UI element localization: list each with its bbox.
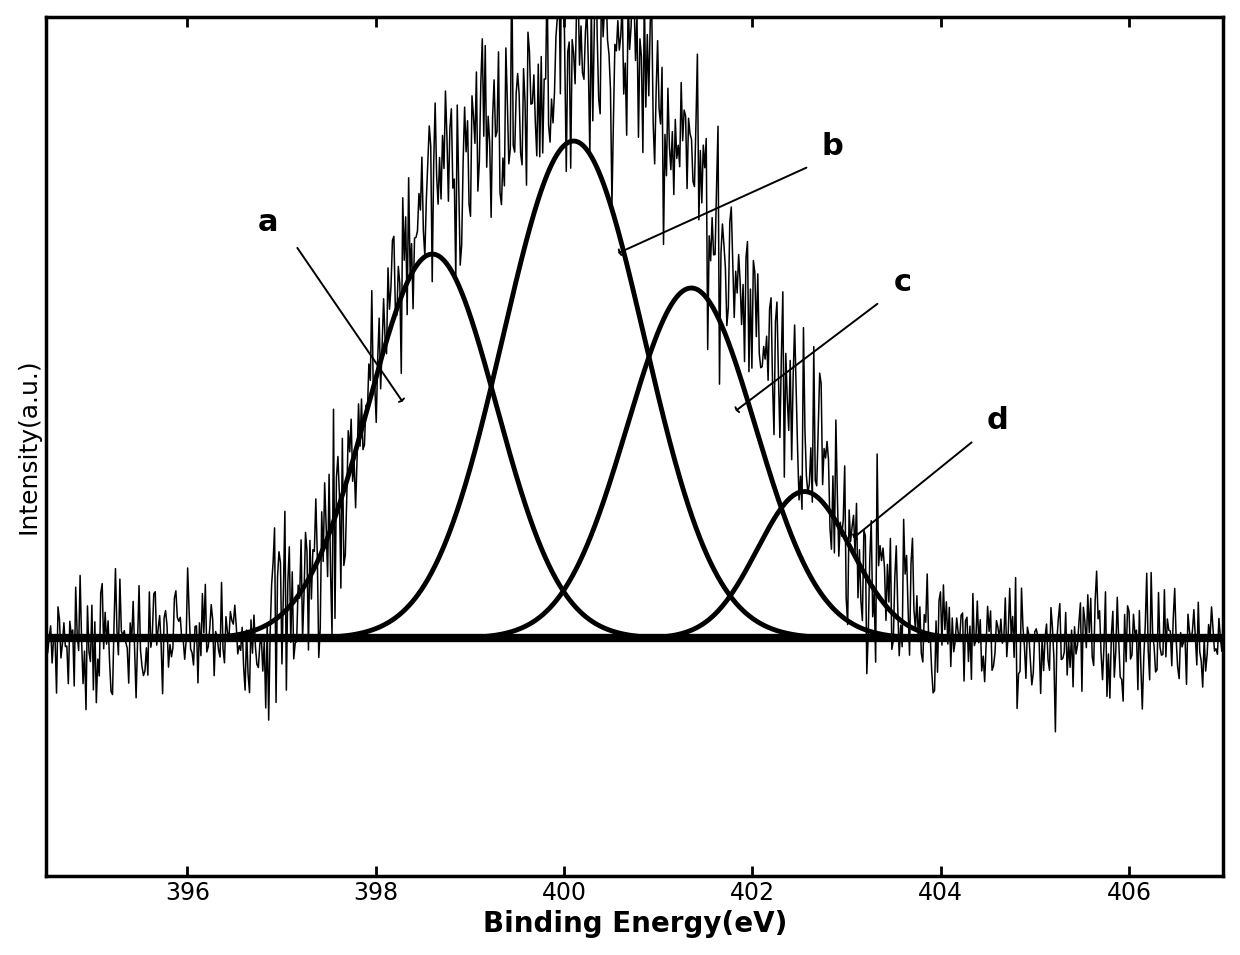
X-axis label: Binding Energy(eV): Binding Energy(eV) bbox=[482, 910, 787, 939]
Text: d: d bbox=[987, 407, 1008, 435]
Text: c: c bbox=[894, 267, 913, 297]
Text: a: a bbox=[257, 208, 278, 238]
Text: b: b bbox=[822, 132, 843, 161]
Y-axis label: Intensity(a.u.): Intensity(a.u.) bbox=[16, 358, 41, 534]
